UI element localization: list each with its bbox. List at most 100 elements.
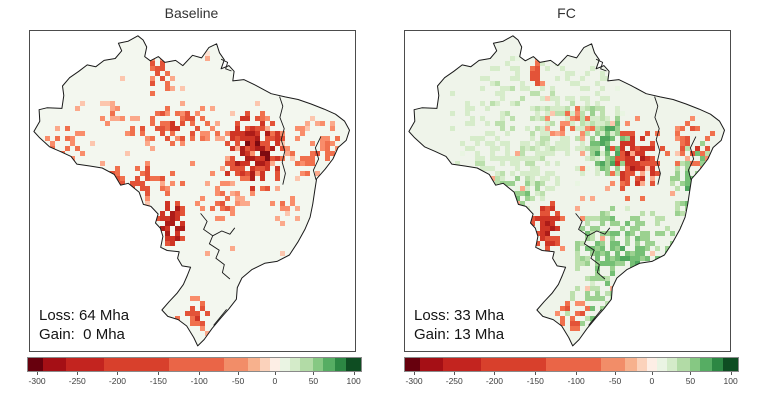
colorbar-segment bbox=[677, 358, 691, 371]
colorbar-segment bbox=[28, 358, 44, 371]
colorbar-tick-label: 50 bbox=[685, 376, 696, 386]
river-line bbox=[213, 309, 227, 326]
map-panel-baseline: Loss: 64 Mha Gain: 0 Mha bbox=[29, 30, 356, 352]
colorbar-segment bbox=[637, 358, 648, 371]
colorbar-tick bbox=[576, 372, 578, 375]
river-line bbox=[575, 213, 606, 280]
colorbar-tick bbox=[117, 372, 119, 375]
colorbar-tick bbox=[494, 372, 496, 375]
colorbar-segment bbox=[601, 358, 626, 371]
colorbar-segment bbox=[290, 358, 301, 371]
river-line bbox=[587, 227, 611, 237]
colorbar-tick-label: -150 bbox=[526, 376, 544, 386]
brazil-outline bbox=[408, 35, 725, 347]
colorbar-tick-label: -250 bbox=[445, 376, 463, 386]
colorbar-tick-label: -150 bbox=[149, 376, 167, 386]
river-line bbox=[312, 136, 322, 180]
colorbar-segment bbox=[260, 358, 271, 371]
colorbar-tick-label: -250 bbox=[68, 376, 86, 386]
colorbar-tick-label: 100 bbox=[346, 376, 361, 386]
colorbar-tick-label: -50 bbox=[608, 376, 622, 386]
stats-block-baseline: Loss: 64 Mha Gain: 0 Mha bbox=[39, 306, 129, 344]
colorbar-tick-label: -100 bbox=[567, 376, 585, 386]
colorbar-tick bbox=[651, 372, 653, 375]
colorbar-baseline: -300 -250 -200 -150 -100 -50 0 50 100 bbox=[27, 357, 362, 391]
colorbar-tick bbox=[414, 372, 416, 375]
colorbar-segment bbox=[443, 358, 482, 371]
colorbar-tick-label: 50 bbox=[308, 376, 319, 386]
colorbar-tick bbox=[690, 372, 692, 375]
colorbar-tick-label: -300 bbox=[28, 376, 46, 386]
loss-label: Loss: 64 Mha bbox=[39, 307, 130, 324]
colorbar-segment bbox=[270, 358, 281, 371]
brazil-outline bbox=[33, 35, 350, 347]
colorbar-tick bbox=[615, 372, 617, 375]
gain-label: Gain: 0 Mha bbox=[39, 326, 125, 343]
brazil-landmass bbox=[408, 35, 725, 346]
panel-title-fc: FC bbox=[557, 5, 576, 21]
colorbar-segment bbox=[405, 358, 421, 371]
colorbar-tick bbox=[37, 372, 39, 375]
colorbar-segment bbox=[657, 358, 668, 371]
grid-cells bbox=[45, 51, 350, 336]
colorbar-tick-label: -200 bbox=[108, 376, 126, 386]
map-panel-fc: Loss: 33 Mha Gain: 13 Mha bbox=[404, 30, 731, 352]
colorbar-tick bbox=[454, 372, 456, 375]
colorbar-segment bbox=[690, 358, 700, 371]
colorbar-segment bbox=[248, 358, 261, 371]
river-line bbox=[595, 58, 607, 72]
colorbar-tick bbox=[274, 372, 276, 375]
river-line bbox=[588, 309, 602, 326]
colorbar-tick-label: -200 bbox=[485, 376, 503, 386]
colorbar-tick bbox=[77, 372, 79, 375]
colorbar-tick bbox=[535, 372, 537, 375]
colorbar-segment bbox=[323, 358, 335, 371]
colorbar-fc: -300 -250 -200 -150 -100 -50 0 50 100 bbox=[404, 357, 739, 391]
colorbar-segment bbox=[711, 358, 723, 371]
stats-block-fc: Loss: 33 Mha Gain: 13 Mha bbox=[414, 306, 504, 344]
colorbar-tick bbox=[353, 372, 355, 375]
colorbar-segment bbox=[334, 358, 346, 371]
colorbar-tick-label: 0 bbox=[649, 376, 655, 386]
brazil-map-fc bbox=[408, 35, 725, 347]
colorbar-segment bbox=[104, 358, 170, 371]
colorbar-tick bbox=[238, 372, 240, 375]
colorbar-segment bbox=[313, 358, 323, 371]
river-line bbox=[212, 227, 236, 237]
colorbar-segment bbox=[280, 358, 291, 371]
colorbar-tick bbox=[313, 372, 315, 375]
loss-label: Loss: 33 Mha bbox=[414, 307, 505, 324]
gain-label: Gain: 13 Mha bbox=[414, 326, 505, 343]
river-line bbox=[220, 58, 232, 72]
river-line bbox=[654, 96, 661, 185]
panel-title-baseline: Baseline bbox=[164, 5, 219, 21]
colorbar-strip bbox=[27, 357, 362, 372]
colorbar-segment bbox=[647, 358, 658, 371]
colorbar-segment bbox=[625, 358, 638, 371]
colorbar-tick-label: -300 bbox=[405, 376, 423, 386]
river-line bbox=[687, 136, 697, 180]
colorbar-tick bbox=[158, 372, 160, 375]
brazil-map-baseline bbox=[33, 35, 350, 347]
colorbar-tick bbox=[199, 372, 201, 375]
colorbar-segment bbox=[345, 358, 361, 371]
colorbar-tick-label: 0 bbox=[272, 376, 278, 386]
colorbar-segment bbox=[481, 358, 547, 371]
colorbar-tick-label: -50 bbox=[231, 376, 245, 386]
river-line bbox=[200, 213, 231, 280]
colorbar-segment bbox=[700, 358, 712, 371]
colorbar-segment bbox=[546, 358, 602, 371]
colorbar-segment bbox=[169, 358, 225, 371]
colorbar-tick bbox=[730, 372, 732, 375]
colorbar-strip bbox=[404, 357, 739, 372]
colorbar-segment bbox=[43, 358, 67, 371]
colorbar-segment bbox=[66, 358, 105, 371]
colorbar-tick-label: 100 bbox=[723, 376, 738, 386]
colorbar-segment bbox=[300, 358, 314, 371]
colorbar-segment bbox=[667, 358, 678, 371]
colorbar-segment bbox=[420, 358, 444, 371]
colorbar-segment bbox=[722, 358, 738, 371]
colorbar-tick-label: -100 bbox=[190, 376, 208, 386]
river-line bbox=[279, 96, 286, 185]
